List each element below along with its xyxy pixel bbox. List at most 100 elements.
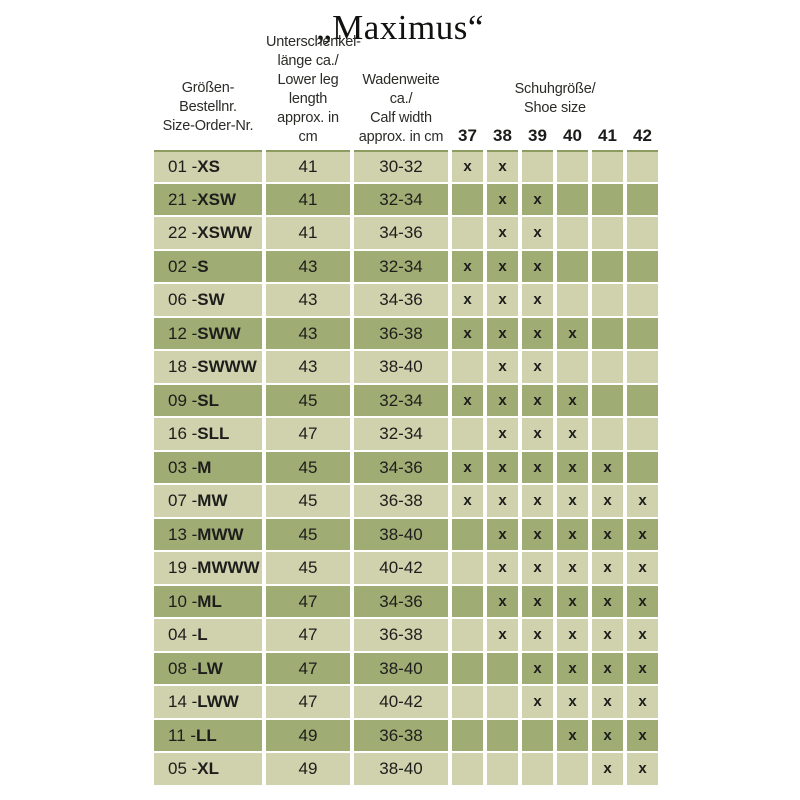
order-number: 08 - [168, 658, 198, 678]
order-number: 12 - [168, 323, 198, 343]
shoe-mark-cell-40 [557, 183, 588, 215]
shoe-mark-cell-42 [627, 217, 658, 249]
shoe-mark-cell-38 [487, 652, 518, 684]
calf-width-cell: 34-36 [354, 284, 448, 316]
size-code: SLL [197, 424, 230, 444]
shoe-mark-cell-37 [452, 719, 483, 751]
shoe-mark-cell-39: x [522, 250, 553, 282]
shoe-mark-cell-41: x [592, 451, 623, 483]
shoe-mark-cell-39: x [522, 217, 553, 249]
shoe-mark-cell-38 [487, 686, 518, 718]
shoe-mark-cell-38: x [487, 384, 518, 416]
shoe-mark-cell-40 [557, 150, 588, 182]
leg-length-cell: 45 [266, 384, 350, 416]
shoe-mark-cell-41: x [592, 686, 623, 718]
shoe-mark-cell-39: x [522, 451, 553, 483]
row-label-cell: 07 - MW [154, 485, 262, 517]
shoe-mark-cell-39: x [522, 183, 553, 215]
size-code: SL [197, 390, 220, 410]
leg-length-cell: 47 [266, 585, 350, 617]
order-number: 16 - [168, 424, 198, 444]
order-number: 09 - [168, 390, 198, 410]
shoe-mark-cell-40 [557, 351, 588, 383]
order-number: 19 - [168, 558, 198, 578]
calf-width-cell: 36-38 [354, 485, 448, 517]
leg-length-cell: 41 [266, 183, 350, 215]
shoe-mark-cell-42: x [627, 753, 658, 785]
header-shoe-size-37: 37 [458, 126, 477, 145]
shoe-mark-cell-37 [452, 418, 483, 450]
shoe-mark-cell-40: x [557, 518, 588, 550]
size-code: SWWW [197, 357, 257, 377]
calf-width-cell: 32-34 [354, 183, 448, 215]
shoe-mark-cell-40: x [557, 384, 588, 416]
row-label-cell: 03 - M [154, 451, 262, 483]
shoe-mark-cell-37 [452, 518, 483, 550]
row-label-cell: 16 - SLL [154, 418, 262, 450]
shoe-mark-cell-38: x [487, 250, 518, 282]
shoe-mark-cell-37: x [452, 150, 483, 182]
shoe-mark-cell-41 [592, 150, 623, 182]
size-code: M [197, 457, 212, 477]
shoe-mark-cell-41 [592, 384, 623, 416]
order-number: 03 - [168, 457, 198, 477]
size-code: SWW [197, 323, 241, 343]
shoe-mark-cell-38 [487, 753, 518, 785]
order-number: 11 - [168, 725, 197, 745]
shoe-mark-cell-40: x [557, 485, 588, 517]
size-code: LL [196, 725, 217, 745]
row-label-cell: 18 - SWWW [154, 351, 262, 383]
shoe-mark-cell-39: x [522, 652, 553, 684]
order-number: 02 - [168, 256, 198, 276]
shoe-mark-cell-40: x [557, 585, 588, 617]
header-size-order: Größen-Bestellnr. Size-Order-Nr. [162, 80, 254, 134]
shoe-mark-cell-37 [452, 686, 483, 718]
calf-width-cell: 34-36 [354, 585, 448, 617]
shoe-mark-cell-42 [627, 150, 658, 182]
size-table: Größen-Bestellnr. Size-Order-Nr. Untersc… [154, 34, 658, 785]
shoe-mark-cell-40: x [557, 652, 588, 684]
shoe-mark-cell-38: x [487, 485, 518, 517]
shoe-mark-cell-42: x [627, 652, 658, 684]
shoe-mark-cell-41: x [592, 552, 623, 584]
shoe-mark-cell-42 [627, 384, 658, 416]
shoe-mark-cell-38: x [487, 518, 518, 550]
shoe-mark-cell-42 [627, 418, 658, 450]
leg-length-cell: 47 [266, 652, 350, 684]
leg-length-cell: 47 [266, 619, 350, 651]
order-number: 05 - [168, 759, 198, 779]
size-code: L [197, 625, 208, 645]
shoe-mark-cell-40 [557, 250, 588, 282]
size-code: S [197, 256, 209, 276]
shoe-mark-cell-39 [522, 753, 553, 785]
shoe-mark-cell-41: x [592, 719, 623, 751]
calf-width-cell: 36-38 [354, 619, 448, 651]
shoe-mark-cell-38: x [487, 351, 518, 383]
row-label-cell: 08 - LW [154, 652, 262, 684]
calf-width-cell: 38-40 [354, 351, 448, 383]
size-code: XSW [197, 189, 237, 209]
shoe-mark-cell-37 [452, 619, 483, 651]
leg-length-cell: 43 [266, 250, 350, 282]
shoe-mark-cell-37 [452, 552, 483, 584]
row-label-cell: 06 - SW [154, 284, 262, 316]
header-lower-leg-length: Unterschenkel- länge ca./ Lower leg leng… [266, 34, 361, 145]
shoe-mark-cell-37 [452, 585, 483, 617]
shoe-mark-cell-40: x [557, 619, 588, 651]
shoe-mark-cell-42: x [627, 518, 658, 550]
shoe-mark-cell-39 [522, 719, 553, 751]
shoe-mark-cell-41 [592, 250, 623, 282]
shoe-mark-cell-37: x [452, 317, 483, 349]
shoe-mark-cell-39: x [522, 518, 553, 550]
calf-width-cell: 36-38 [354, 719, 448, 751]
calf-width-cell: 38-40 [354, 652, 448, 684]
shoe-mark-cell-38: x [487, 284, 518, 316]
leg-length-cell: 45 [266, 518, 350, 550]
shoe-mark-cell-37: x [452, 451, 483, 483]
shoe-mark-cell-42: x [627, 619, 658, 651]
size-code: XL [197, 759, 220, 779]
row-label-cell: 19 - MWWW [154, 552, 262, 584]
leg-length-cell: 49 [266, 753, 350, 785]
calf-width-cell: 32-34 [354, 384, 448, 416]
shoe-mark-cell-41 [592, 418, 623, 450]
